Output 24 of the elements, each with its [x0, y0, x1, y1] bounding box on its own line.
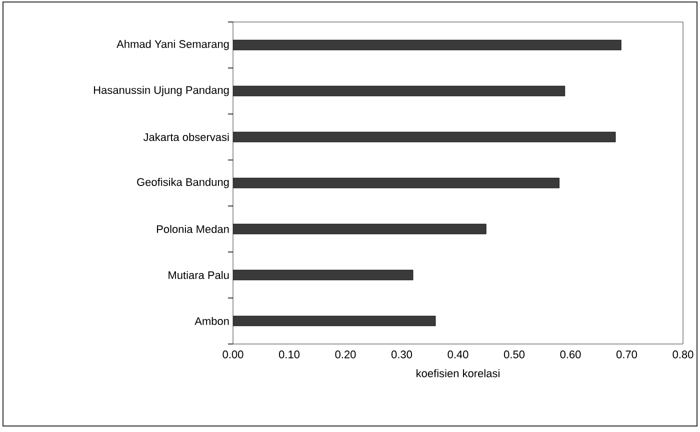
x-tick-label: 0.60	[560, 350, 581, 358]
x-tick-label: 0.80	[672, 350, 694, 358]
x-tick-label: 0.10	[278, 350, 300, 358]
x-tick-label: 0.50	[504, 350, 525, 358]
bar	[233, 40, 622, 50]
y-tick-label: Geofisika Bandung	[137, 178, 229, 188]
y-tick-label: Ahmad Yani Semarang	[116, 40, 229, 50]
x-tick-label: 0.70	[616, 350, 638, 358]
x-tick-label: 0.20	[335, 350, 356, 358]
x-tick-label: 0.00	[222, 350, 244, 358]
x-tick-label: 0.30	[391, 350, 412, 358]
y-tick-label: Mutiara Palu	[168, 270, 229, 280]
bar	[233, 224, 486, 234]
y-tick-label: Ambon	[194, 316, 229, 326]
bar	[233, 316, 436, 326]
y-tick-label: Polonia Medan	[156, 224, 229, 234]
x-axis-title: koefisien korelasi	[416, 369, 500, 378]
x-tick-label: 0.40	[448, 350, 468, 358]
y-tick-label: Jakarta observasi	[143, 132, 229, 142]
bar	[233, 178, 560, 188]
y-tick-label: Hasanussin Ujung Pandang	[94, 86, 229, 96]
bar	[233, 86, 566, 96]
bar	[233, 132, 616, 142]
bar	[233, 270, 414, 280]
